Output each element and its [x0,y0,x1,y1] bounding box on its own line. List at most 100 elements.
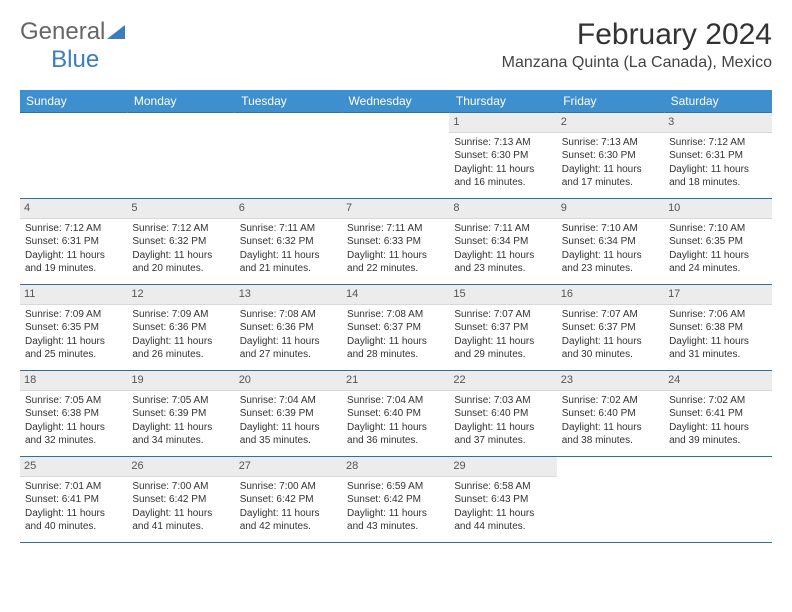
daylight-text: Daylight: 11 hours and 36 minutes. [347,421,444,448]
sunset-text: Sunset: 6:32 PM [132,235,229,249]
daylight-text: Daylight: 11 hours and 35 minutes. [240,421,337,448]
calendar-day-cell: 23Sunrise: 7:02 AMSunset: 6:40 PMDayligh… [557,371,664,457]
day-number: 5 [127,199,234,219]
sunrise-text: Sunrise: 7:10 AM [562,222,659,236]
sunrise-text: Sunrise: 7:00 AM [240,480,337,494]
day-number: 4 [20,199,127,219]
daylight-text: Daylight: 11 hours and 21 minutes. [240,249,337,276]
sunrise-text: Sunrise: 7:04 AM [240,394,337,408]
day-number: 14 [342,285,449,305]
sunrise-text: Sunrise: 7:01 AM [25,480,122,494]
calendar-day-cell: 21Sunrise: 7:04 AMSunset: 6:40 PMDayligh… [342,371,449,457]
sunrise-text: Sunrise: 7:07 AM [562,308,659,322]
weekday-header: Tuesday [235,90,342,113]
sunset-text: Sunset: 6:30 PM [562,149,659,163]
day-number: 20 [235,371,342,391]
month-title: February 2024 [502,18,772,52]
sunset-text: Sunset: 6:34 PM [562,235,659,249]
brand-part1: General [20,18,105,46]
daylight-text: Daylight: 11 hours and 23 minutes. [562,249,659,276]
calendar-day-cell: 14 Sunrise: 7:08 AMSunset: 6:37 PMDayligh… [342,285,449,371]
calendar-day-cell: 4 Sunrise: 7:12 AMSunset: 6:31 PMDaylight… [20,199,127,285]
calendar-day-cell: 9 Sunrise: 7:10 AMSunset: 6:34 PMDaylight… [557,199,664,285]
sunset-text: Sunset: 6:37 PM [562,321,659,335]
sunset-text: Sunset: 6:39 PM [240,407,337,421]
day-number: 27 [235,457,342,477]
day-number: 2 [557,113,664,133]
calendar-day-cell: 2Sunrise: 7:13 AMSunset: 6:30 PMDaylight… [557,113,664,199]
calendar-table: Sunday Monday Tuesday Wednesday Thursday… [20,90,772,543]
calendar-week-row: 25Sunrise: 7:01 AMSunset: 6:41 PMDayligh… [20,457,772,543]
daylight-text: Daylight: 11 hours and 42 minutes. [240,507,337,534]
sunset-text: Sunset: 6:31 PM [25,235,122,249]
sunrise-text: Sunrise: 7:12 AM [132,222,229,236]
calendar-day-cell: 27 Sunrise: 7:00 AMSunset: 6:42 PMDayligh… [235,457,342,543]
sunset-text: Sunset: 6:34 PM [454,235,551,249]
sunrise-text: Sunrise: 6:59 AM [347,480,444,494]
day-number: 21 [342,371,449,391]
day-number: 8 [449,199,556,219]
daylight-text: Daylight: 11 hours and 39 minutes. [669,421,766,448]
sunrise-text: Sunrise: 7:08 AM [347,308,444,322]
calendar-day-cell: 5 Sunrise: 7:12 AMSunset: 6:32 PMDaylight… [127,199,234,285]
sunrise-text: Sunrise: 7:10 AM [669,222,766,236]
sunset-text: Sunset: 6:30 PM [454,149,551,163]
sunset-text: Sunset: 6:33 PM [347,235,444,249]
calendar-day-cell: 12Sunrise: 7:09 AMSunset: 6:36 PMDayligh… [127,285,234,371]
daylight-text: Daylight: 11 hours and 19 minutes. [25,249,122,276]
sunrise-text: Sunrise: 7:09 AM [25,308,122,322]
daylight-text: Daylight: 11 hours and 30 minutes. [562,335,659,362]
calendar-day-cell: 20 Sunrise: 7:04 AMSunset: 6:39 PMDayligh… [235,371,342,457]
sunset-text: Sunset: 6:41 PM [669,407,766,421]
day-number: 9 [557,199,664,219]
sunrise-text: Sunrise: 7:03 AM [454,394,551,408]
calendar-day-cell: 10Sunrise: 7:10 AMSunset: 6:35 PMDayligh… [664,199,771,285]
calendar-day-cell: 3Sunrise: 7:12 AMSunset: 6:31 PMDaylight… [664,113,771,199]
day-number: 26 [127,457,234,477]
daylight-text: Daylight: 11 hours and 34 minutes. [132,421,229,448]
day-number: 19 [127,371,234,391]
day-number: 1 [449,113,556,133]
sunset-text: Sunset: 6:39 PM [132,407,229,421]
calendar-week-row: 18Sunrise: 7:05 AMSunset: 6:38 PMDayligh… [20,371,772,457]
calendar-day-cell: 18Sunrise: 7:05 AMSunset: 6:38 PMDayligh… [20,371,127,457]
daylight-text: Daylight: 11 hours and 16 minutes. [454,163,551,190]
sunset-text: Sunset: 6:37 PM [347,321,444,335]
calendar-week-row: 11Sunrise: 7:09 AMSunset: 6:35 PMDayligh… [20,285,772,371]
daylight-text: Daylight: 11 hours and 24 minutes. [669,249,766,276]
calendar-day-cell: 1Sunrise: 7:13 AMSunset: 6:30 PMDaylight… [449,113,556,199]
daylight-text: Daylight: 11 hours and 28 minutes. [347,335,444,362]
day-number: 29 [449,457,556,477]
sunrise-text: Sunrise: 7:09 AM [132,308,229,322]
day-number: 7 [342,199,449,219]
sunset-text: Sunset: 6:40 PM [347,407,444,421]
sunrise-text: Sunrise: 7:11 AM [347,222,444,236]
brand-part2: Blue [51,46,99,73]
daylight-text: Daylight: 11 hours and 17 minutes. [562,163,659,190]
calendar-day-cell: 11Sunrise: 7:09 AMSunset: 6:35 PMDayligh… [20,285,127,371]
calendar-day-cell: 25Sunrise: 7:01 AMSunset: 6:41 PMDayligh… [20,457,127,543]
sunset-text: Sunset: 6:42 PM [240,493,337,507]
sunrise-text: Sunrise: 7:11 AM [240,222,337,236]
sunrise-text: Sunrise: 7:05 AM [25,394,122,408]
calendar-day-cell [342,113,449,199]
sunrise-text: Sunrise: 7:12 AM [25,222,122,236]
daylight-text: Daylight: 11 hours and 23 minutes. [454,249,551,276]
weekday-header: Saturday [664,90,771,113]
daylight-text: Daylight: 11 hours and 22 minutes. [347,249,444,276]
daylight-text: Daylight: 11 hours and 20 minutes. [132,249,229,276]
day-number: 12 [127,285,234,305]
daylight-text: Daylight: 11 hours and 26 minutes. [132,335,229,362]
sunset-text: Sunset: 6:42 PM [347,493,444,507]
sunrise-text: Sunrise: 7:00 AM [132,480,229,494]
calendar-day-cell: 17Sunrise: 7:06 AMSunset: 6:38 PMDayligh… [664,285,771,371]
sunset-text: Sunset: 6:37 PM [454,321,551,335]
daylight-text: Daylight: 11 hours and 31 minutes. [669,335,766,362]
calendar-day-cell [664,457,771,543]
sunrise-text: Sunrise: 7:02 AM [562,394,659,408]
sunset-text: Sunset: 6:41 PM [25,493,122,507]
day-number: 17 [664,285,771,305]
day-number: 13 [235,285,342,305]
sunset-text: Sunset: 6:32 PM [240,235,337,249]
sunset-text: Sunset: 6:35 PM [669,235,766,249]
